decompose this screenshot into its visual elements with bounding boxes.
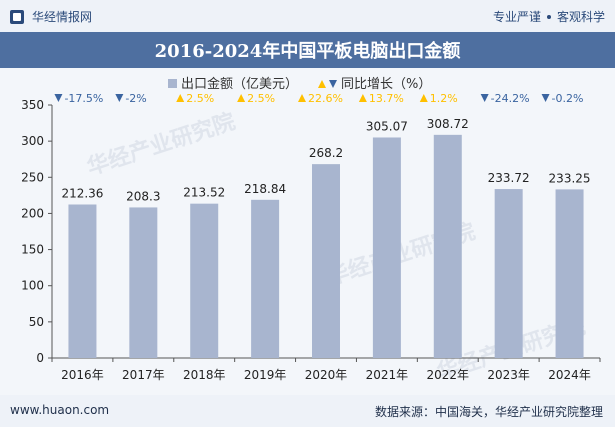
growth-rate-label: 1.2% [430,92,458,105]
y-tick-label: 200 [21,206,44,220]
growth-rate-label: 22.6% [308,92,343,105]
legend-up-triangle-icon [318,80,326,88]
y-tick-label: 350 [21,98,44,112]
x-tick-label: 2023年 [487,368,530,382]
legend: 出口金额（亿美元） 同比增长（%） [168,76,431,92]
bar-value-label: 308.72 [427,117,469,131]
legend-down-triangle-icon [329,80,337,88]
tag-objective: 客观科学 [556,10,605,24]
bar [372,137,401,358]
bar-value-label: 218.84 [244,182,286,196]
brand-name: 华经情报网 [32,10,93,24]
bar [68,204,97,358]
x-tick-label: 2019年 [244,368,287,382]
bar [555,189,584,358]
x-tick-label: 2017年 [122,368,165,382]
tag-professional: 专业严谨 [492,10,541,24]
bullet-icon [546,14,551,19]
growth-up-triangle-icon [237,94,246,102]
bar [190,203,219,358]
growth-rate-label: -2% [125,92,146,105]
logo-icon [10,9,24,24]
bar-value-label: 305.07 [366,119,408,133]
watermark-text: 华经产业研究院 [84,108,239,180]
chart-title: 2016-2024年中国平板电脑出口金额 [0,32,615,68]
y-tick-label: 250 [21,170,44,184]
y-tick-label: 100 [21,279,44,293]
bar [312,164,340,358]
x-tick-label: 2016年 [61,368,104,382]
growth-down-triangle-icon [541,94,550,102]
y-tick-label: 300 [21,134,44,148]
x-tick-label: 2020年 [305,368,348,382]
x-tick-label: 2022年 [427,368,470,382]
bar-value-label: 233.72 [488,171,530,185]
legend-label-amount: 出口金额（亿美元） [181,76,298,92]
bar [433,134,462,358]
legend-swatch-bar [168,79,177,88]
bars [68,134,584,358]
x-tick-label: 2018年 [183,368,226,382]
footer: www.huaon.com 数据来源：中国海关，华经产业研究院整理 [0,395,615,427]
growth-rate-label: -0.2% [552,92,584,105]
legend-label-growth: 同比增长（%） [341,77,431,92]
labels: 212.36 2016年 -17.5% 208.3 2017年 -2% 213.52 2018… [54,92,591,382]
bar [251,199,280,358]
bar-value-label: 208.3 [126,189,160,203]
growth-down-triangle-icon [54,94,63,102]
growth-rate-label: 13.7% [369,92,404,105]
growth-up-triangle-icon [298,94,306,102]
growth-up-triangle-icon [419,94,428,102]
growth-rate-label: -24.2% [491,92,530,105]
header-tags: 专业严谨 客观科学 [493,8,605,25]
bar-value-label: 268.2 [309,146,343,160]
website-link[interactable]: www.huaon.com [10,403,110,417]
y-tick-label: 0 [36,351,44,365]
growth-down-triangle-icon [480,94,489,102]
x-tick-label: 2021年 [366,368,409,382]
bar-value-label: 233.25 [549,171,591,185]
growth-rate-label: 2.5% [247,92,275,105]
y-tick-label: 150 [21,243,44,257]
header-bar: 华经情报网 专业严谨 客观科学 [0,0,615,32]
data-source: 数据来源：中国海关，华经产业研究院整理 [374,405,603,419]
bar [129,207,158,358]
y-tick-label: 50 [29,315,44,329]
brand: 华经情报网 [10,8,92,25]
growth-up-triangle-icon [358,94,367,102]
bar-value-label: 212.36 [61,186,103,200]
growth-down-triangle-icon [115,94,124,102]
growth-rate-label: -17.5% [64,92,103,105]
bar [494,189,523,358]
growth-rate-label: 2.5% [186,92,214,105]
bar-value-label: 213.52 [183,186,225,200]
growth-up-triangle-icon [176,94,185,102]
x-tick-label: 2024年 [548,368,591,382]
